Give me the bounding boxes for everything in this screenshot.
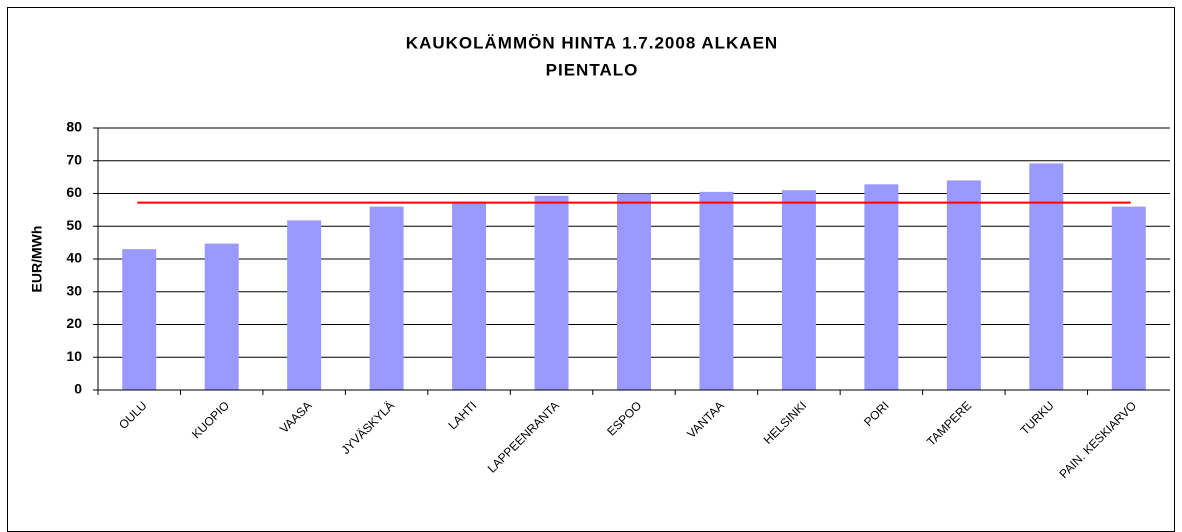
- bar: [946, 180, 981, 390]
- bar: [1111, 206, 1146, 390]
- y-tick-label: 0: [74, 381, 82, 397]
- y-tick-label: 50: [66, 217, 82, 233]
- bar: [699, 191, 734, 390]
- bar: [534, 195, 569, 390]
- y-tick-label: 40: [66, 250, 82, 266]
- bar: [122, 249, 157, 390]
- bar: [204, 243, 239, 390]
- y-tick-label: 70: [66, 151, 82, 167]
- y-axis-label: EUR/MWh: [29, 226, 45, 293]
- bar: [369, 206, 404, 390]
- bar: [781, 190, 816, 390]
- chart-subtitle: PIENTALO: [546, 60, 639, 79]
- bar: [287, 220, 322, 390]
- chart-border: [7, 7, 1175, 532]
- bar: [864, 184, 899, 390]
- bar: [617, 193, 651, 390]
- y-tick-label: 60: [66, 184, 82, 200]
- y-tick-label: 30: [66, 282, 82, 298]
- bar: [452, 201, 487, 390]
- chart-title: KAUKOLÄMMÖN HINTA 1.7.2008 ALKAEN: [406, 33, 778, 52]
- y-tick-label: 80: [66, 119, 82, 135]
- bar: [1029, 163, 1064, 390]
- y-tick-label: 10: [66, 348, 82, 364]
- y-tick-label: 20: [66, 315, 82, 331]
